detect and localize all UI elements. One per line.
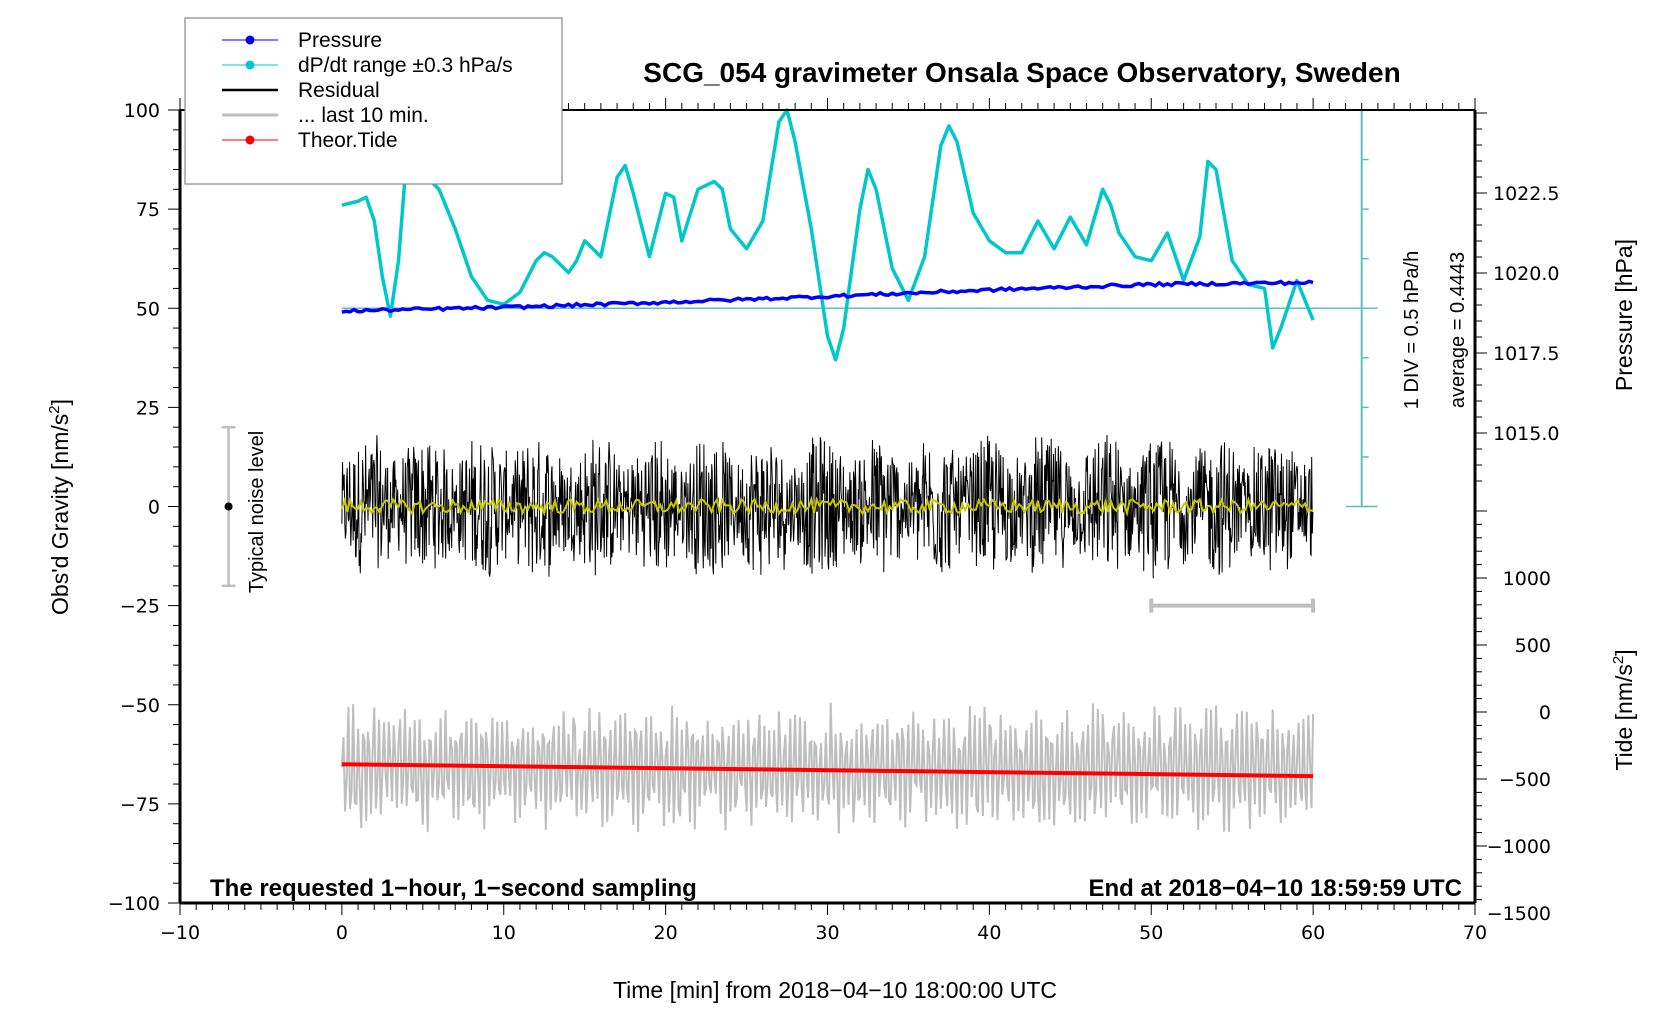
dpdt-line [341,108,1315,362]
y-axis-title-group: Obs'd Gravity [nm/s2] [46,399,73,615]
scale-div-text: 1 DIV = 0.5 hPa/h [1401,251,1423,409]
tide-tick-label: −1500 [1487,903,1551,925]
legend-swatch-marker [245,135,255,145]
tide-tick-label: 0 [1539,702,1551,724]
annotation-bottom-left: The requested 1−hour, 1−second sampling [210,875,697,902]
pressure-tick-label: 1020.0 [1493,263,1559,285]
pressure-line [341,279,1314,314]
noise-label-group: Typical noise level [246,431,268,593]
scale-div-group: 1 DIV = 0.5 hPa/h [1401,251,1423,409]
y-tick-label: −25 [120,596,160,618]
noise-label: Typical noise level [246,431,268,593]
legend-swatch-marker [245,60,255,70]
tide-tick-label: 500 [1515,635,1551,657]
legend-swatch-marker [245,35,255,45]
residual-line [341,434,1314,579]
x-tick-label: −10 [160,922,200,944]
pressure-tick-label: 1022.5 [1493,183,1559,205]
y-tick-label: −100 [108,893,160,915]
noise-bar-center [224,502,233,511]
legend-label: Residual [298,79,380,102]
pressure-tick-label: 1017.5 [1493,343,1559,365]
y-axis-title: Obs'd Gravity [nm/s2] [46,399,73,615]
legend-box [184,17,563,185]
y-tick-label: 50 [136,298,160,320]
legend-label: dP/dt range ±0.3 hPa/s [298,54,513,77]
y-tick-label: 100 [124,100,160,122]
legend-label: ... last 10 min. [298,104,429,127]
x-tick-label: 70 [1463,922,1487,944]
x-tick-label: 40 [977,922,1001,944]
legend-label: Pressure [298,29,382,52]
y-tick-label: −75 [120,794,160,816]
residual-smoothed-line [340,495,1314,518]
legend-label: Theor.Tide [298,129,398,152]
series-layer [221,108,1378,834]
x-axis-title: Time [min] from 2018−04−10 18:00:00 UTC [613,977,1057,1003]
tide-axis-title-group: Tide [nm/s2] [1610,649,1637,770]
axes-layer: −10 0 10 20 30 40 50 60 701007550250−25−50−75−10… [108,98,1559,944]
y-tick-label: 0 [148,497,160,519]
pressure-tick-label: 1015.0 [1493,423,1559,445]
tide-tick-label: −1000 [1487,836,1551,858]
y-tick-label: −50 [120,695,160,717]
scale-avg-text: average = 0.4443 [1447,252,1469,408]
x-tick-label: 50 [1139,922,1163,944]
y-tick-label: 75 [136,199,160,221]
x-tick-label: 0 [336,922,348,944]
tide-axis-title: Tide [nm/s2] [1610,649,1637,770]
x-tick-label: 30 [815,922,839,944]
chart-title: SCG_054 gravimeter Onsala Space Observat… [643,57,1400,88]
scale-avg-group: average = 0.4443 [1447,252,1469,408]
x-tick-label: 20 [654,922,678,944]
x-tick-label: 60 [1301,922,1325,944]
tide-line [341,762,1314,779]
annotation-bottom-right: End at 2018−04−10 18:59:59 UTC [1088,875,1462,902]
tide-tick-label: −500 [1499,769,1551,791]
tide-tick-label: 1000 [1503,568,1551,590]
last10-line [340,702,1315,834]
y-tick-label: 25 [136,397,160,419]
pressure-axis-title-group: Pressure [hPa] [1611,239,1637,391]
pressure-axis-title: Pressure [hPa] [1611,239,1637,391]
x-tick-label: 10 [492,922,516,944]
